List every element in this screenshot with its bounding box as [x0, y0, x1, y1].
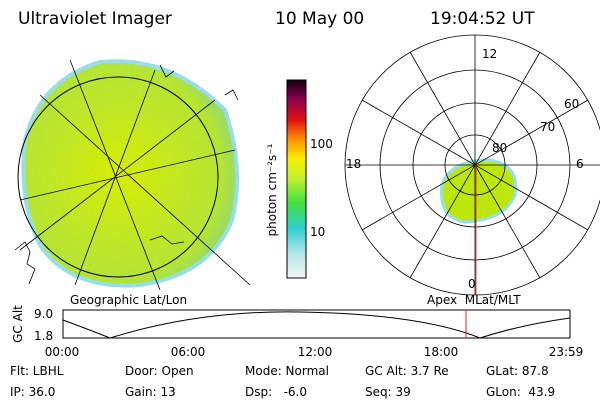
- info-field: GC Alt: 3.7 Re: [365, 364, 449, 378]
- globe-image: [14, 59, 251, 291]
- info-field: IP: 36.0: [10, 385, 55, 399]
- right-label: Apex MLat/MLT: [427, 293, 521, 307]
- polar-label: 12: [482, 47, 497, 61]
- alt-xtick: 00:00: [45, 345, 80, 359]
- polar-label: 18: [346, 157, 361, 171]
- alt-ylabel: GC Alt: [11, 305, 25, 343]
- alt-ytick: 9.0: [34, 307, 53, 321]
- colorbar: [286, 79, 307, 279]
- instrument: Ultraviolet Imager: [18, 9, 172, 29]
- alt-xtick: 23:59: [549, 345, 584, 359]
- polar-label: 0: [468, 277, 476, 291]
- alt-xtick: 18:00: [424, 345, 459, 359]
- info-field: Flt: LBHL: [10, 364, 64, 378]
- colorbar-label: photon cm⁻²s⁻¹: [265, 143, 279, 236]
- info-field: Seq: 39: [365, 385, 411, 399]
- info-field: Dsp: -6.0: [245, 385, 307, 399]
- left-label: Geographic Lat/Lon: [70, 293, 187, 307]
- time: 19:04:52 UT: [430, 9, 535, 29]
- polar-label: 70: [540, 120, 555, 134]
- date: 10 May 00: [275, 9, 364, 29]
- polar-label: 6: [576, 157, 584, 171]
- info-field: Door: Open: [125, 364, 194, 378]
- altitude-plot: [62, 309, 571, 339]
- info-field: GLon: 43.9: [486, 385, 555, 399]
- polar-plot: [344, 34, 600, 296]
- alt-xtick: 06:00: [171, 345, 206, 359]
- info-block: Flt: LBHL Door: Open Mode: Normal GC Alt: 3…: [10, 364, 555, 399]
- alt-ytick: 1.8: [34, 329, 53, 343]
- colorbar-tick: 10: [310, 225, 325, 239]
- alt-xtick: 12:00: [298, 345, 333, 359]
- info-field: Mode: Normal: [245, 364, 329, 378]
- colorbar-tick: 100: [310, 137, 333, 151]
- polar-label: 60: [564, 97, 579, 111]
- info-field: Gain: 13: [125, 385, 176, 399]
- polar-label: 80: [492, 141, 507, 155]
- info-field: GLat: 87.8: [486, 364, 549, 378]
